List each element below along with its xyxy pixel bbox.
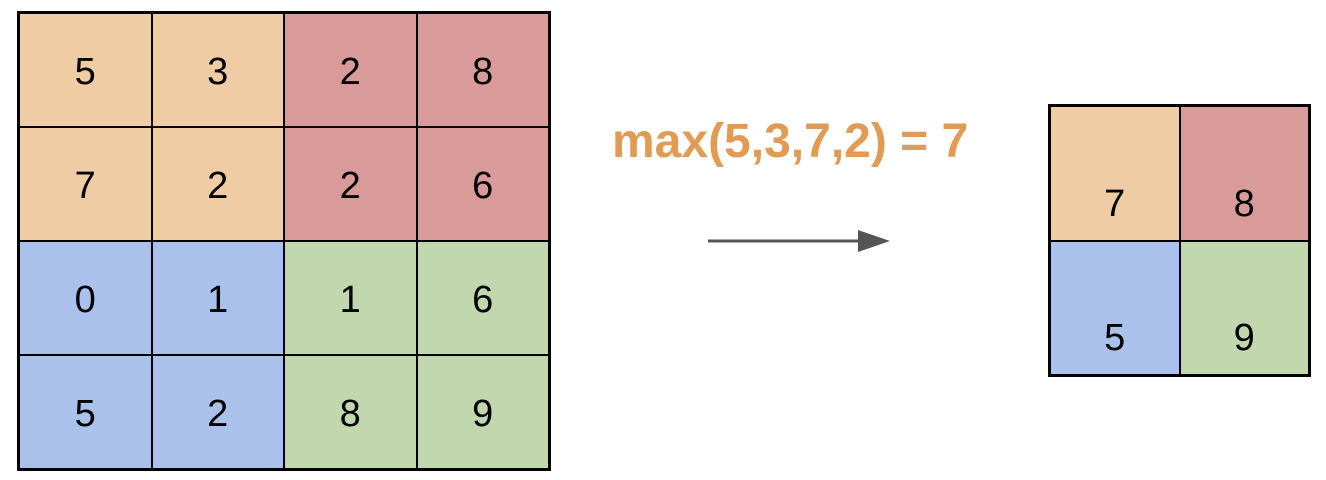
input-cell-r2-c2: 1 — [284, 241, 417, 355]
output-cell-r0-c0: 7 — [1050, 106, 1180, 241]
input-cell-r0-c2: 2 — [284, 13, 417, 127]
output-cell-r0-c1: 8 — [1179, 106, 1309, 241]
input-cell-r1-c0: 7 — [19, 127, 152, 241]
output-grid: 7 8 5 9 — [1048, 104, 1311, 377]
input-cell-r1-c2: 2 — [284, 127, 417, 241]
input-cell-r2-c3: 6 — [416, 241, 549, 355]
input-cell-r0-c1: 3 — [151, 13, 284, 127]
output-cell-r1-c1: 9 — [1179, 240, 1309, 375]
input-cell-r0-c0: 5 — [19, 13, 152, 127]
input-cell-r1-c3: 6 — [416, 127, 549, 241]
input-cell-r1-c1: 2 — [151, 127, 284, 241]
max-pooling-formula: max(5,3,7,2) = 7 — [612, 115, 969, 168]
input-cell-r2-c0: 0 — [19, 241, 152, 355]
input-cell-r3-c2: 8 — [284, 355, 417, 469]
right-arrow-icon — [708, 230, 890, 252]
output-cell-r1-c0: 5 — [1050, 240, 1180, 375]
input-cell-r3-c0: 5 — [19, 355, 152, 469]
input-cell-r0-c3: 8 — [416, 13, 549, 127]
input-cell-r2-c1: 1 — [151, 241, 284, 355]
input-grid: 5 3 2 8 7 2 2 6 0 1 1 6 5 2 8 9 — [17, 11, 551, 471]
input-cell-r3-c3: 9 — [416, 355, 549, 469]
input-cell-r3-c1: 2 — [151, 355, 284, 469]
